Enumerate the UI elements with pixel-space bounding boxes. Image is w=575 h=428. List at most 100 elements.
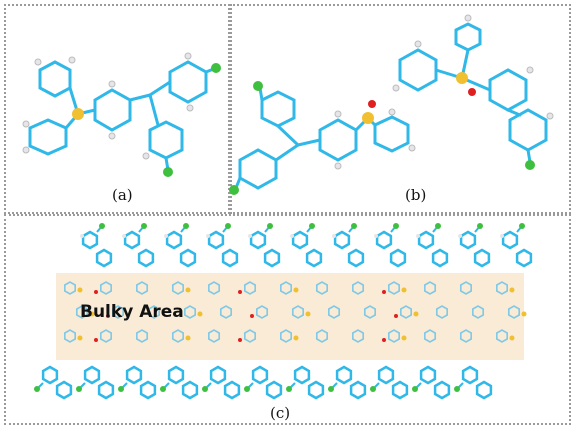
atom — [160, 386, 166, 392]
atom — [238, 338, 242, 342]
ring — [315, 281, 329, 295]
ring — [136, 281, 148, 295]
ring — [165, 230, 183, 250]
atom — [118, 386, 124, 392]
ring — [137, 248, 155, 268]
ring — [207, 230, 225, 250]
caption-c: (c) — [270, 404, 291, 422]
ring — [125, 365, 143, 385]
atom — [76, 386, 82, 392]
ring — [265, 380, 283, 400]
ring — [100, 329, 112, 343]
atoms-b-right — [392, 14, 554, 170]
ring — [139, 380, 157, 400]
atom — [305, 311, 311, 317]
ring — [315, 329, 329, 343]
atom — [206, 234, 210, 238]
crystal-packing — [34, 223, 533, 400]
ring — [220, 305, 232, 319]
ring — [419, 365, 437, 385]
ring — [172, 281, 184, 295]
atom — [351, 223, 357, 229]
ring — [351, 329, 365, 343]
bulky-area-label: Bulky Area — [80, 302, 184, 322]
molecule-b-left — [234, 86, 410, 190]
ring — [363, 305, 377, 319]
ring — [389, 248, 407, 268]
atom — [185, 287, 191, 293]
ring — [475, 380, 493, 400]
ring — [495, 281, 509, 295]
ring — [97, 380, 115, 400]
ring — [335, 365, 353, 385]
atom — [458, 234, 462, 238]
ring — [263, 248, 281, 268]
atom — [250, 314, 254, 318]
ring — [172, 329, 184, 343]
ring — [64, 329, 76, 343]
ring — [351, 281, 365, 295]
ring — [244, 281, 256, 295]
ring — [244, 329, 256, 343]
ring — [459, 329, 473, 343]
ring — [221, 248, 239, 268]
ring — [208, 329, 220, 343]
atom — [34, 386, 40, 392]
ring — [291, 230, 309, 250]
ring — [209, 365, 227, 385]
atom — [248, 234, 252, 238]
atom — [197, 311, 203, 317]
ring — [136, 329, 148, 343]
ring — [95, 248, 113, 268]
ring — [293, 365, 311, 385]
atom — [435, 223, 441, 229]
atom — [89, 311, 95, 317]
ring — [459, 281, 473, 295]
ring — [251, 365, 269, 385]
atom — [122, 234, 126, 238]
atom — [185, 335, 191, 341]
ring — [291, 305, 305, 319]
ring — [377, 365, 395, 385]
ring — [123, 230, 141, 250]
atom — [106, 314, 110, 318]
atom — [290, 234, 294, 238]
ring — [507, 305, 521, 319]
ring — [495, 329, 509, 343]
atoms-b-left — [229, 81, 416, 195]
atom — [416, 234, 420, 238]
ring — [387, 281, 401, 295]
ring — [179, 248, 197, 268]
ring — [64, 281, 76, 295]
ring — [181, 380, 199, 400]
ring — [515, 248, 533, 268]
ring — [167, 365, 185, 385]
ring — [473, 248, 491, 268]
atom — [94, 290, 98, 294]
atom — [412, 386, 418, 392]
atom — [413, 311, 419, 317]
ring — [417, 230, 435, 250]
ring — [459, 230, 477, 250]
ring — [305, 248, 323, 268]
ring — [41, 365, 59, 385]
caption-b: (b) — [405, 186, 427, 204]
atom — [202, 386, 208, 392]
atom — [309, 223, 315, 229]
ring — [83, 365, 101, 385]
ring — [249, 230, 267, 250]
ring — [55, 380, 73, 400]
ring — [387, 329, 401, 343]
ring — [148, 305, 160, 319]
atom — [286, 386, 292, 392]
ring — [327, 305, 341, 319]
ring — [461, 365, 479, 385]
atom — [94, 338, 98, 342]
atom — [519, 223, 525, 229]
caption-a: (a) — [112, 186, 133, 204]
atom — [183, 223, 189, 229]
atoms-a — [22, 52, 221, 177]
ring — [433, 380, 451, 400]
atom — [382, 290, 386, 294]
atom — [374, 234, 378, 238]
